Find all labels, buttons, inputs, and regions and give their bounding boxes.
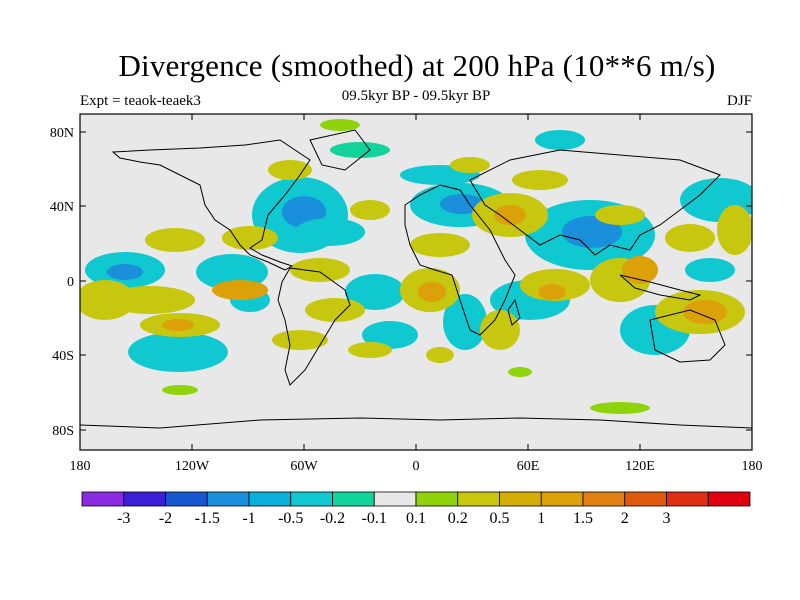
colorbar-label: 1.5 xyxy=(573,510,593,527)
lon-tick-label: 180 xyxy=(70,459,91,474)
colorbar-label: 3 xyxy=(663,510,671,527)
lon-tick-label: 120E xyxy=(625,459,655,474)
colorbar-swatch xyxy=(582,491,626,507)
colorbar-label: -0.5 xyxy=(278,510,303,527)
colorbar-label: 0.1 xyxy=(406,510,426,527)
lon-tick-label: 60W xyxy=(290,459,318,474)
colorbar-swatch xyxy=(290,491,333,507)
colorbar-label: -1.5 xyxy=(195,510,220,527)
lon-tick-label: 0 xyxy=(413,459,420,474)
colorbar-label: 1 xyxy=(537,510,545,527)
colorbar-swatch xyxy=(165,491,208,507)
lon-tick-label: 60E xyxy=(517,459,540,474)
colorbar-label: -0.1 xyxy=(362,510,387,527)
longitude-axis: 180 120W 60W 0 60E 120E 180 xyxy=(70,114,763,474)
colorbar-swatch xyxy=(540,491,584,507)
latitude-axis: 80N 40N 0 40S 80S xyxy=(50,126,752,439)
colorbar-swatch xyxy=(81,491,125,507)
lon-tick-label: 120W xyxy=(175,459,210,474)
experiment-label: Expt = teaok-teaek3 xyxy=(80,93,201,109)
lat-tick-label: 80S xyxy=(52,424,74,439)
colorbar-label: -2 xyxy=(159,510,172,527)
colorbar-swatch xyxy=(457,491,500,507)
period-label: 09.5kyr BP - 09.5kyr BP xyxy=(341,88,491,104)
colorbar-label: -0.2 xyxy=(320,510,345,527)
coastlines xyxy=(80,129,752,429)
colorbar-label: 2 xyxy=(621,510,629,527)
colorbar-label: -1 xyxy=(242,510,255,527)
lat-tick-label: 40N xyxy=(50,200,74,215)
colorbar-swatch xyxy=(707,491,751,507)
colorbar-swatch xyxy=(624,491,667,507)
lat-tick-label: 0 xyxy=(67,275,74,290)
colorbar-swatch xyxy=(373,491,417,507)
colorbar-label: 0.5 xyxy=(490,510,510,527)
contour-fields xyxy=(80,119,752,414)
colorbar-swatch xyxy=(499,491,542,507)
lat-tick-label: 80N xyxy=(50,126,74,141)
colorbar-swatch xyxy=(666,491,709,507)
colorbar-swatch xyxy=(206,491,250,507)
lat-tick-label: 40S xyxy=(52,349,74,364)
map-title: Divergence (smoothed) at 200 hPa (10**6 … xyxy=(118,48,716,83)
colorbar-label: -3 xyxy=(117,510,130,527)
season-label: DJF xyxy=(726,93,752,109)
colorbar-swatch xyxy=(415,491,459,507)
colorbar-swatch xyxy=(248,491,292,507)
colorbar-label: 0.2 xyxy=(448,510,468,527)
colorbar-swatch xyxy=(123,491,166,507)
colorbar-swatch xyxy=(332,491,375,507)
colorbar: -3 -2 -1.5 -1 -0.5 -0.2 -0.1 0.1 0.2 0.5 1 1.5 2 3 xyxy=(81,491,751,527)
lon-tick-label: 180 xyxy=(742,459,763,474)
